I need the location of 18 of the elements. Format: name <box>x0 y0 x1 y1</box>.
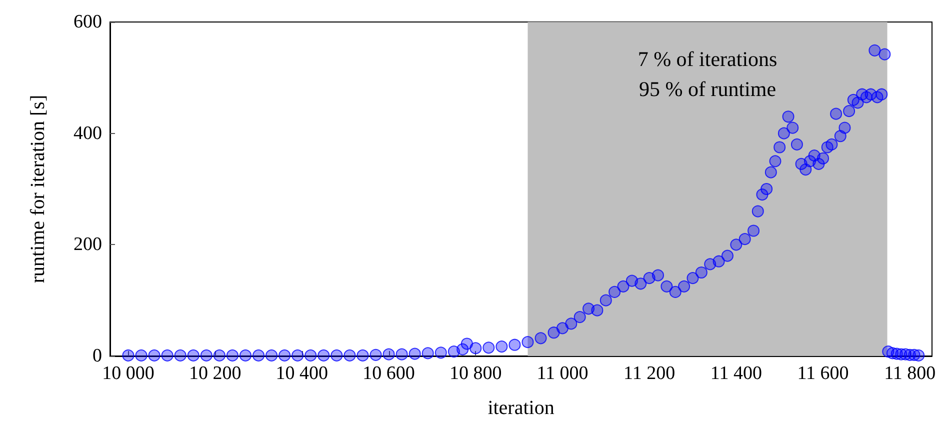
x-tick-label: 10 800 <box>450 363 502 384</box>
x-tick-label: 11 400 <box>710 363 762 384</box>
x-tick-label: 10 600 <box>362 363 415 384</box>
y-tick-label: 200 <box>74 234 102 256</box>
y-axis-title: runtime for iteration [s] <box>27 94 49 284</box>
annotation: 95 % of runtime <box>638 77 776 101</box>
y-tick-label: 0 <box>92 346 102 366</box>
x-tick-label: 10 400 <box>276 363 328 384</box>
x-axis-title: iteration <box>488 397 554 419</box>
x-tick-label: 11 800 <box>884 363 936 384</box>
x-tick-label: 11 200 <box>624 363 676 384</box>
y-tick-label: 400 <box>74 122 102 144</box>
x-tick-label: 11 600 <box>797 363 849 384</box>
annotation: 7 % of iterations <box>638 47 778 71</box>
x-tick-label: 11 000 <box>536 363 588 384</box>
x-tick-label: 10 200 <box>188 363 242 384</box>
x-tick-label: 10 000 <box>102 363 154 384</box>
y-tick-label: 600 <box>74 12 102 32</box>
